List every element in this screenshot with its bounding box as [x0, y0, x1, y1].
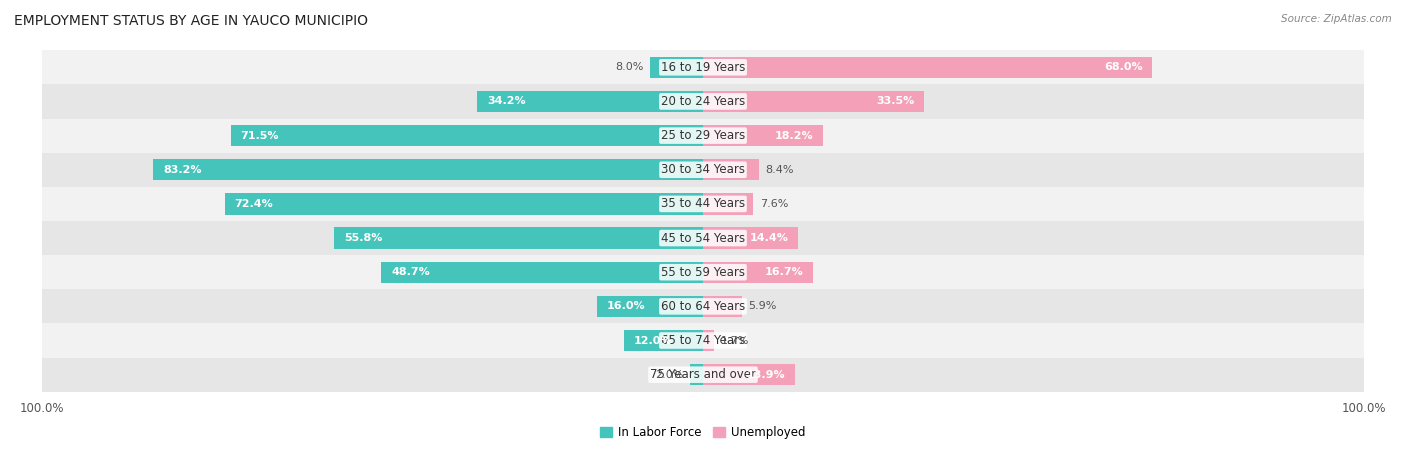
Bar — [650, 57, 703, 78]
Text: 55.8%: 55.8% — [344, 233, 382, 243]
Text: 35 to 44 Years: 35 to 44 Years — [661, 198, 745, 211]
Text: 8.0%: 8.0% — [616, 62, 644, 72]
Text: 1.7%: 1.7% — [721, 336, 749, 345]
Bar — [381, 262, 703, 283]
Legend: In Labor Force, Unemployed: In Labor Force, Unemployed — [596, 421, 810, 444]
Bar — [703, 330, 714, 351]
Bar — [703, 193, 754, 215]
Text: EMPLOYMENT STATUS BY AGE IN YAUCO MUNICIPIO: EMPLOYMENT STATUS BY AGE IN YAUCO MUNICI… — [14, 14, 368, 28]
Text: 48.7%: 48.7% — [391, 267, 430, 277]
Text: 33.5%: 33.5% — [876, 97, 914, 106]
Text: 2.0%: 2.0% — [655, 370, 683, 380]
Text: 34.2%: 34.2% — [486, 97, 526, 106]
Text: 60 to 64 Years: 60 to 64 Years — [661, 300, 745, 313]
Bar — [703, 296, 742, 317]
Text: 12.0%: 12.0% — [634, 336, 672, 345]
Bar — [703, 159, 758, 180]
Bar — [624, 330, 703, 351]
Bar — [42, 119, 1364, 153]
Text: 65 to 74 Years: 65 to 74 Years — [661, 334, 745, 347]
Text: 8.4%: 8.4% — [765, 165, 793, 175]
Text: 16.7%: 16.7% — [765, 267, 803, 277]
Text: 20 to 24 Years: 20 to 24 Years — [661, 95, 745, 108]
Text: 13.9%: 13.9% — [747, 370, 785, 380]
Bar — [42, 84, 1364, 119]
Text: 72.4%: 72.4% — [235, 199, 273, 209]
Bar — [703, 227, 799, 249]
Text: 16 to 19 Years: 16 to 19 Years — [661, 61, 745, 74]
Bar — [225, 193, 703, 215]
Bar — [690, 364, 703, 385]
Bar — [42, 221, 1364, 255]
Bar — [703, 57, 1153, 78]
Bar — [598, 296, 703, 317]
Bar — [153, 159, 703, 180]
Bar — [335, 227, 703, 249]
Bar — [42, 187, 1364, 221]
Bar — [42, 289, 1364, 323]
Text: 30 to 34 Years: 30 to 34 Years — [661, 163, 745, 176]
Text: 18.2%: 18.2% — [775, 131, 813, 141]
Bar — [42, 153, 1364, 187]
Text: 71.5%: 71.5% — [240, 131, 278, 141]
Text: 7.6%: 7.6% — [759, 199, 789, 209]
Text: 68.0%: 68.0% — [1104, 62, 1143, 72]
Text: 16.0%: 16.0% — [607, 301, 645, 311]
Bar — [42, 323, 1364, 358]
Text: Source: ZipAtlas.com: Source: ZipAtlas.com — [1281, 14, 1392, 23]
Text: 14.4%: 14.4% — [749, 233, 789, 243]
Bar — [42, 255, 1364, 289]
Text: 5.9%: 5.9% — [748, 301, 778, 311]
Bar — [703, 125, 824, 146]
Text: 75 Years and over: 75 Years and over — [650, 368, 756, 381]
Text: 25 to 29 Years: 25 to 29 Years — [661, 129, 745, 142]
Text: 45 to 54 Years: 45 to 54 Years — [661, 231, 745, 244]
Text: 55 to 59 Years: 55 to 59 Years — [661, 266, 745, 279]
Bar — [42, 50, 1364, 84]
Bar — [703, 91, 924, 112]
Bar — [703, 262, 813, 283]
Text: 83.2%: 83.2% — [163, 165, 201, 175]
Bar — [231, 125, 703, 146]
Bar — [42, 358, 1364, 392]
Bar — [477, 91, 703, 112]
Bar — [703, 364, 794, 385]
